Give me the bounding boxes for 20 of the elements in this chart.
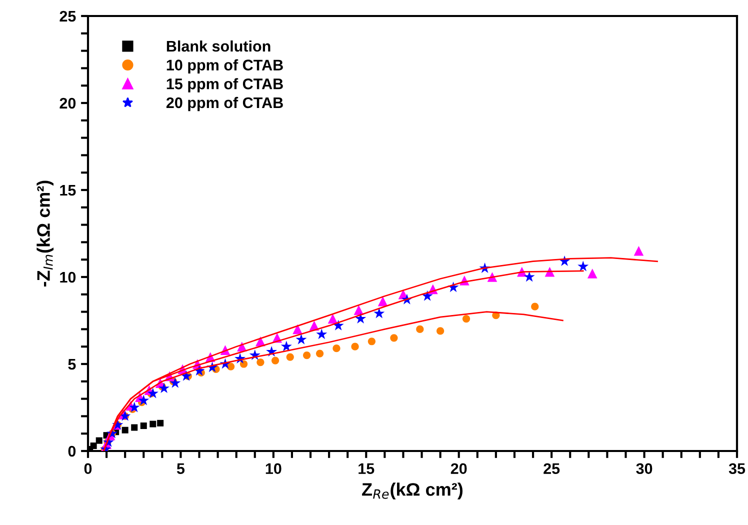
y-axis-title: -Z$_{Im}$(kΩ cm²) — [36, 180, 54, 287]
x-tick-label: 20 — [450, 463, 467, 474]
legend-label: 15 ppm of CTAB — [166, 78, 283, 92]
legend-label: Blank solution — [166, 40, 270, 52]
y-tick-label: 10 — [60, 272, 76, 283]
y-tick-label: 15 — [60, 185, 76, 196]
legend-label: 20 ppm of CTAB — [166, 96, 283, 112]
y-tick-label: 25 — [60, 10, 76, 22]
x-tick-label: 10 — [266, 463, 282, 474]
y-tick-label: 20 — [60, 98, 76, 109]
x-tick-label: 0 — [84, 463, 92, 474]
x-axis-title: Z$_{Re}$(kΩ cm²) — [362, 482, 463, 500]
x-tick-label: 5 — [176, 463, 185, 474]
x-tick-label: 25 — [544, 463, 560, 474]
legend-label: 10 ppm of CTAB — [166, 59, 283, 74]
x-tick-label: 15 — [358, 463, 374, 474]
x-tick-label: 35 — [728, 463, 746, 474]
x-tick-label: 30 — [636, 463, 652, 474]
y-tick-label: 0 — [68, 446, 76, 457]
y-tick-label: 5 — [68, 359, 76, 370]
